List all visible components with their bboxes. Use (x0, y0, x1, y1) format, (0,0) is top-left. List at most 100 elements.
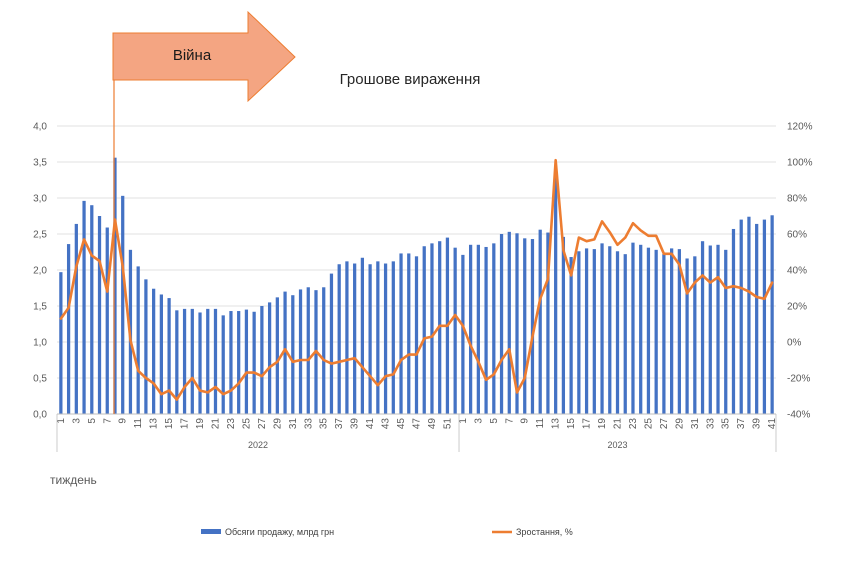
x-tick-label: 27 (257, 418, 268, 430)
x-tick-label: 11 (535, 418, 546, 429)
bar (584, 248, 589, 414)
x-tick-label: 43 (381, 418, 392, 430)
year-labels: 2022 2023 (248, 440, 628, 450)
bar (283, 291, 287, 414)
bar (213, 308, 218, 414)
bar (306, 287, 310, 414)
bar (113, 157, 117, 414)
y-left-tick-label: 1,5 (33, 302, 47, 313)
chart-title: Грошове вираження (340, 71, 481, 88)
x-tick-label: 35 (721, 418, 732, 430)
bar (608, 246, 612, 414)
bar (708, 245, 712, 414)
year-label: 2022 (248, 440, 268, 450)
bar (693, 256, 697, 414)
bar (260, 306, 264, 414)
bar (484, 246, 488, 414)
bar (329, 273, 334, 414)
x-tick-label: 21 (210, 418, 221, 430)
x-axis-label: тиждень (50, 473, 97, 487)
y-right-tick-label: 0% (787, 338, 802, 349)
bar (345, 261, 349, 414)
y-left-tick-label: 2,0 (33, 266, 47, 277)
bar (74, 223, 78, 414)
x-tick-label: 49 (427, 418, 438, 430)
x-tick-label: 29 (674, 418, 685, 430)
x-tick-label: 19 (195, 418, 206, 430)
bar (360, 257, 365, 414)
bar (731, 228, 736, 414)
x-tick-label: 39 (752, 418, 763, 430)
bar (190, 308, 194, 414)
bar (770, 215, 774, 414)
x-tick-label: 41 (767, 418, 778, 430)
x-tick-label: 1 (458, 418, 469, 424)
bar (499, 234, 504, 414)
x-tick-label: 51 (442, 418, 453, 430)
y-right-tick-label: 120% (787, 122, 813, 133)
war-arrow-shape (112, 10, 296, 103)
legend-label-growth: Зростання, % (516, 527, 573, 537)
x-tick-label: 17 (180, 418, 191, 430)
bar (407, 253, 411, 414)
y-left-tick-label: 0,5 (33, 374, 47, 385)
bar (221, 315, 225, 414)
bar (677, 249, 681, 414)
bar (121, 195, 125, 414)
y-right-tick-label: -40% (787, 410, 810, 421)
growth-line (59, 158, 774, 401)
y-left-tick-label: 3,5 (33, 158, 47, 169)
x-tick-label: 3 (71, 418, 82, 424)
x-tick-label: 45 (396, 418, 407, 430)
y-right-tick-label: 60% (787, 230, 807, 241)
x-tick-label: 33 (303, 418, 314, 430)
x-tick-label: 7 (504, 418, 515, 424)
bar (631, 242, 635, 414)
bar (430, 243, 434, 414)
x-tick-label: 5 (87, 418, 98, 424)
bar (623, 254, 627, 414)
x-tick-label: 5 (489, 418, 500, 424)
y-right-tick-label: 20% (787, 302, 807, 313)
x-tick-label: 15 (566, 418, 577, 430)
x-tick-label: 19 (597, 418, 608, 430)
x-tick-label: 3 (473, 418, 484, 424)
x-tick-label: 9 (118, 418, 129, 424)
bar (383, 263, 388, 414)
bar (66, 244, 71, 414)
bar (646, 247, 651, 414)
x-tick-label: 1 (56, 418, 67, 424)
y-right-tick-label: -20% (787, 374, 810, 385)
y-right-tick-label: 80% (787, 194, 807, 205)
bar (468, 244, 473, 414)
legend-swatch-sales (201, 529, 221, 534)
x-tick-label: 31 (690, 418, 701, 430)
bar (600, 243, 604, 414)
y-left-tick-label: 3,0 (33, 194, 47, 205)
x-tick-label: 37 (334, 418, 345, 430)
bar (507, 231, 511, 414)
bar (59, 272, 63, 414)
war-label: Війна (173, 47, 212, 64)
axes: 0,0 0,5 1,0 1,5 2,0 2,5 3,0 3,5 4,0 -40% -20% 0% 20%… (33, 122, 813, 452)
bar (175, 310, 179, 414)
bar (167, 298, 171, 414)
bar (97, 216, 102, 414)
bar (662, 254, 666, 414)
bar (144, 279, 148, 414)
y-right-tick-label: 40% (787, 266, 807, 277)
bar (414, 256, 419, 414)
bar (298, 289, 303, 414)
x-tick-label: 13 (149, 418, 160, 430)
y-left-tick-label: 4,0 (33, 122, 47, 133)
x-tick-label: 9 (520, 418, 531, 424)
war-annotation: Війна (112, 10, 296, 414)
bar (159, 294, 163, 414)
x-tick-label: 13 (551, 418, 562, 430)
bar (376, 261, 380, 414)
bar (615, 251, 620, 414)
line-series-growth (59, 158, 774, 401)
bar (685, 258, 689, 414)
bar (322, 287, 326, 414)
bar (368, 264, 372, 414)
